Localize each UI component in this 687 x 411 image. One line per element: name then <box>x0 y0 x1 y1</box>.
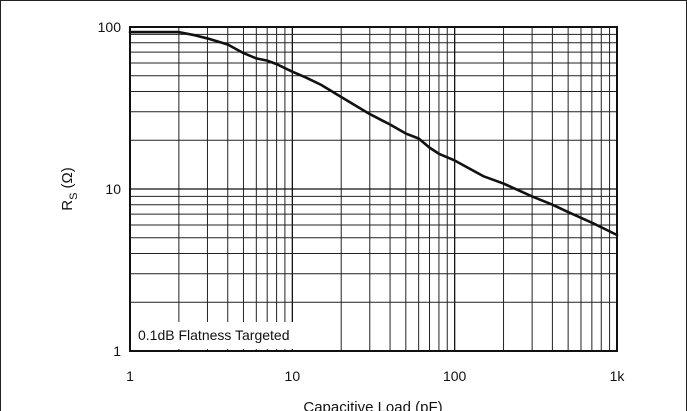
x-tick-labels: 1 10 100 1k <box>126 368 625 384</box>
y-tick-label: 10 <box>105 181 121 197</box>
y-tick-labels: 1 10 100 <box>98 19 122 359</box>
annotation-text: 0.1dB Flatness Targeted <box>138 327 290 343</box>
y-axis-title: RS (Ω) <box>59 167 80 210</box>
series-layer <box>128 30 619 237</box>
x-tick-label: 100 <box>443 368 467 384</box>
x-tick-label: 1 <box>126 368 134 384</box>
y-axis-title-main: R <box>59 200 76 211</box>
y-tick-label: 100 <box>98 19 122 35</box>
y-axis-title-subscript: S <box>68 193 80 200</box>
x-axis-title: Capacitive Load (pF) <box>303 399 442 411</box>
grid-lines <box>130 27 617 351</box>
x-tick-label: 10 <box>285 368 301 384</box>
plot-area-border <box>129 26 618 352</box>
svg-text:RS(Ω): RS (Ω) <box>59 167 80 210</box>
annotation-box <box>133 322 326 349</box>
y-tick-label: 1 <box>113 343 121 359</box>
series-line-0 <box>128 30 619 237</box>
y-axis-title-unit: (Ω) <box>59 167 76 188</box>
x-tick-label: 1k <box>610 368 626 384</box>
